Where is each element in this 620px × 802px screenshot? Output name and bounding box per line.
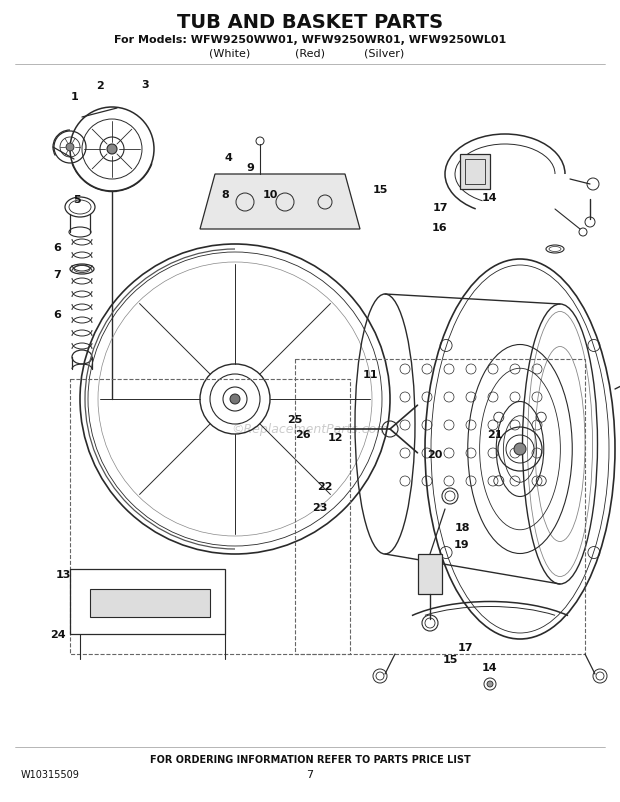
Polygon shape bbox=[200, 175, 360, 229]
Bar bbox=[418, 554, 442, 594]
Text: 24: 24 bbox=[50, 630, 66, 639]
Text: 4: 4 bbox=[224, 153, 232, 163]
Circle shape bbox=[66, 144, 74, 152]
Text: 6: 6 bbox=[53, 310, 61, 320]
Text: FOR ORDERING INFORMATION REFER TO PARTS PRICE LIST: FOR ORDERING INFORMATION REFER TO PARTS … bbox=[149, 754, 471, 764]
Text: 7: 7 bbox=[306, 769, 314, 779]
Text: 25: 25 bbox=[287, 415, 303, 424]
Circle shape bbox=[230, 395, 240, 404]
Text: 8: 8 bbox=[221, 190, 229, 200]
Text: 2: 2 bbox=[96, 81, 104, 91]
Circle shape bbox=[487, 681, 493, 687]
Text: 10: 10 bbox=[262, 190, 278, 200]
Text: 7: 7 bbox=[53, 269, 61, 280]
Text: For Models: WFW9250WW01, WFW9250WR01, WFW9250WL01: For Models: WFW9250WW01, WFW9250WR01, WF… bbox=[114, 35, 506, 45]
Text: 19: 19 bbox=[454, 539, 470, 549]
Bar bbox=[70, 379, 350, 654]
Text: 15: 15 bbox=[373, 184, 388, 195]
Bar bbox=[465, 160, 485, 184]
Bar bbox=[460, 155, 490, 190]
Text: 3: 3 bbox=[141, 80, 149, 90]
Text: 15: 15 bbox=[442, 654, 458, 664]
Text: 5: 5 bbox=[73, 195, 81, 205]
Circle shape bbox=[514, 444, 526, 456]
Text: 17: 17 bbox=[432, 203, 448, 213]
Text: TUB AND BASKET PARTS: TUB AND BASKET PARTS bbox=[177, 13, 443, 31]
Text: 16: 16 bbox=[432, 223, 448, 233]
Circle shape bbox=[107, 145, 117, 155]
Bar bbox=[70, 569, 225, 634]
Text: 6: 6 bbox=[53, 243, 61, 253]
Text: 11: 11 bbox=[362, 370, 378, 379]
Text: 9: 9 bbox=[246, 163, 254, 172]
Text: W10315509: W10315509 bbox=[20, 769, 79, 779]
Text: 14: 14 bbox=[482, 192, 498, 203]
Bar bbox=[295, 359, 585, 654]
Text: 26: 26 bbox=[295, 429, 311, 439]
Text: ©ReplacementParts.com: ©ReplacementParts.com bbox=[231, 423, 389, 436]
Text: (Red): (Red) bbox=[295, 49, 325, 59]
Text: 14: 14 bbox=[482, 662, 498, 672]
Text: 22: 22 bbox=[317, 481, 333, 492]
Bar bbox=[90, 589, 210, 618]
Text: 21: 21 bbox=[487, 429, 503, 439]
Text: 13: 13 bbox=[55, 569, 71, 579]
Text: 18: 18 bbox=[454, 522, 470, 533]
Text: 12: 12 bbox=[327, 432, 343, 443]
Text: 20: 20 bbox=[427, 449, 443, 460]
Text: (White): (White) bbox=[209, 49, 250, 59]
Text: 17: 17 bbox=[457, 642, 472, 652]
Text: 23: 23 bbox=[312, 502, 328, 512]
Text: (Silver): (Silver) bbox=[365, 49, 404, 59]
Text: 1: 1 bbox=[71, 92, 79, 102]
